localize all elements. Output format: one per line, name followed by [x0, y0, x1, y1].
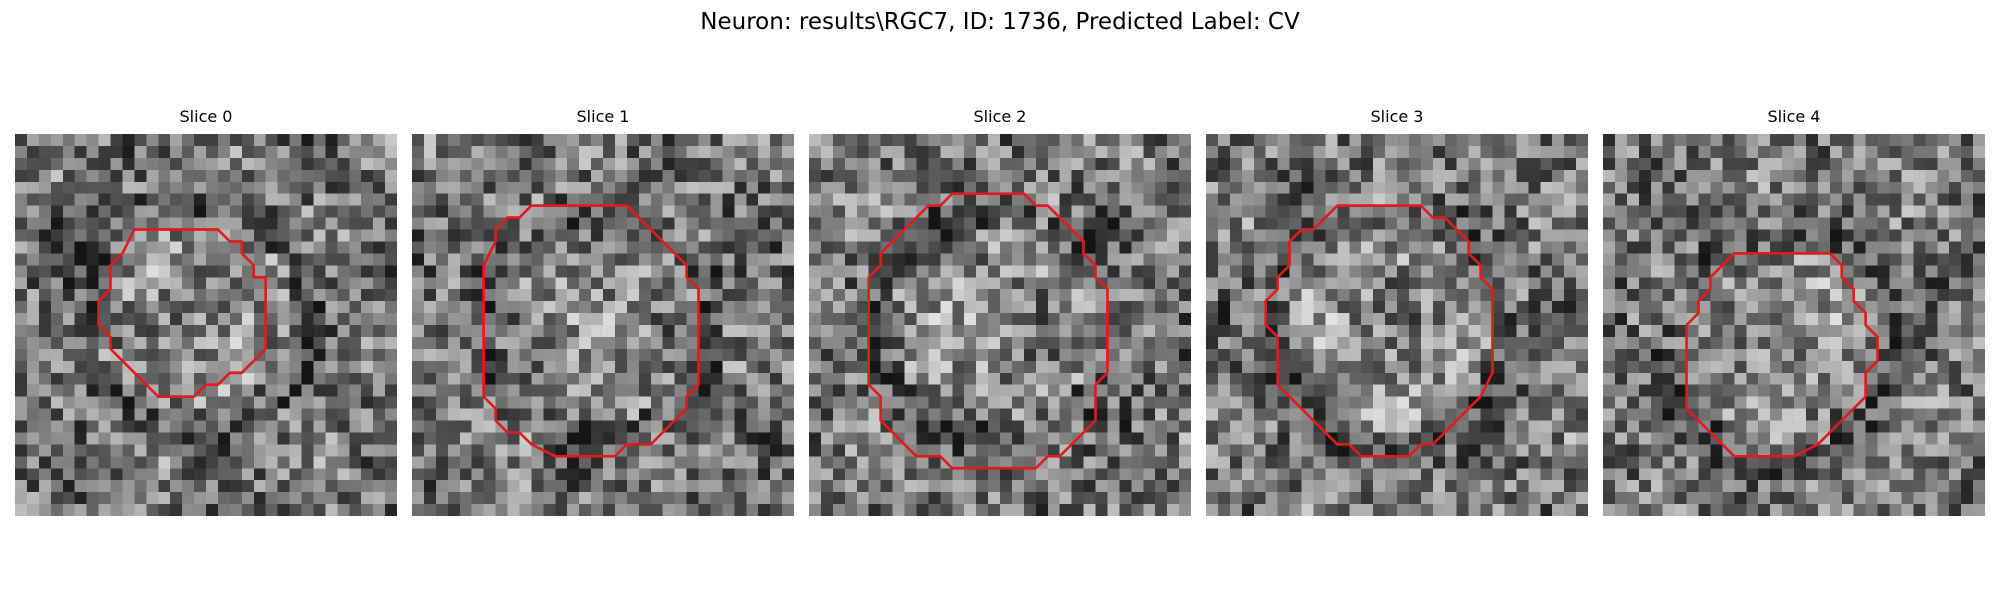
pixel-grid: [1206, 134, 1588, 516]
slice-panel-2: Slice 2: [809, 106, 1191, 526]
roi-contour: [482, 204, 700, 458]
slice-panel-4: Slice 4: [1603, 106, 1985, 526]
roi-contour: [1264, 204, 1494, 458]
slice-panel-3: Slice 3: [1206, 106, 1588, 526]
slice-title: Slice 3: [1370, 107, 1424, 126]
slice-panel-1: Slice 1: [412, 106, 794, 526]
slice-title: Slice 0: [179, 107, 233, 126]
slice-title: Slice 4: [1767, 107, 1821, 126]
roi-contour: [1685, 252, 1879, 458]
pixel-grid: [1603, 134, 1985, 516]
roi-contour: [867, 192, 1109, 470]
pixel-grid: [15, 134, 397, 516]
slice-panel-0: Slice 0: [15, 106, 397, 526]
slice-title: Slice 2: [973, 107, 1027, 126]
slice-image: [809, 134, 1191, 516]
figure-title: Neuron: results\RGC7, ID: 1736, Predicte…: [700, 9, 1300, 35]
slice-image: [412, 134, 794, 516]
slice-image: [1206, 134, 1588, 516]
slice-image: [1603, 134, 1985, 516]
roi-contour: [97, 228, 268, 398]
slice-title: Slice 1: [576, 107, 630, 126]
pixel-grid: [809, 134, 1191, 516]
slice-image: [15, 134, 397, 516]
pixel-grid: [412, 134, 794, 516]
